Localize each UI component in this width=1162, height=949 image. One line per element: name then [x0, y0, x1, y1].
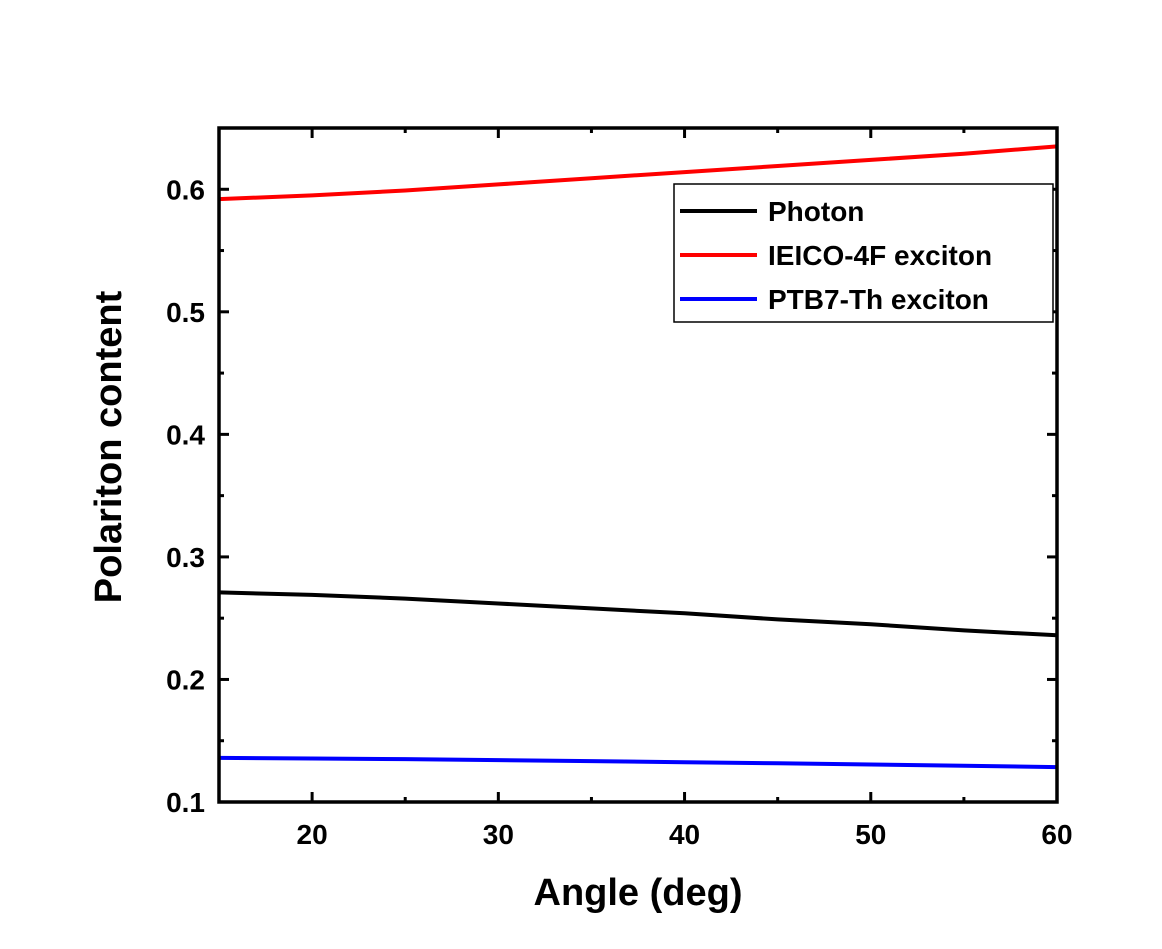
x-tick-label: 20	[297, 819, 328, 850]
y-tick-label: 0.4	[166, 419, 205, 450]
y-tick-label: 0.3	[166, 542, 205, 573]
legend: Photon IEICO-4F exciton PTB7-Th exciton	[673, 183, 1054, 323]
axis-tick-labels: 20 30 40 50 60 0.1 0.2 0.3 0.4 0.5 0.6	[166, 174, 1073, 850]
x-axis-title: Angle (deg)	[534, 872, 743, 914]
y-tick-label: 0.1	[166, 787, 205, 818]
plot-frame	[217, 126, 1059, 804]
x-tick-label: 60	[1041, 819, 1072, 850]
y-tick-label: 0.5	[166, 297, 205, 328]
legend-label: IEICO-4F exciton	[768, 240, 992, 271]
legend-label: PTB7-Th exciton	[768, 284, 989, 315]
x-tick-label: 30	[483, 819, 514, 850]
legend-label: Photon	[768, 196, 864, 227]
y-tick-label: 0.6	[166, 174, 205, 205]
series-line-photon	[218, 590, 1058, 638]
x-tick-label: 40	[669, 819, 700, 850]
series-line-ptb7-th-exciton	[218, 755, 1058, 770]
axis-ticks	[219, 126, 1057, 802]
series-line-ieico-4f-exciton	[218, 144, 1058, 202]
series-lines	[218, 144, 1058, 770]
legend-entries: Photon IEICO-4F exciton PTB7-Th exciton	[680, 196, 992, 315]
y-tick-label: 0.2	[166, 664, 205, 695]
x-tick-label: 50	[855, 819, 886, 850]
y-axis-title: Polariton content	[88, 290, 130, 603]
